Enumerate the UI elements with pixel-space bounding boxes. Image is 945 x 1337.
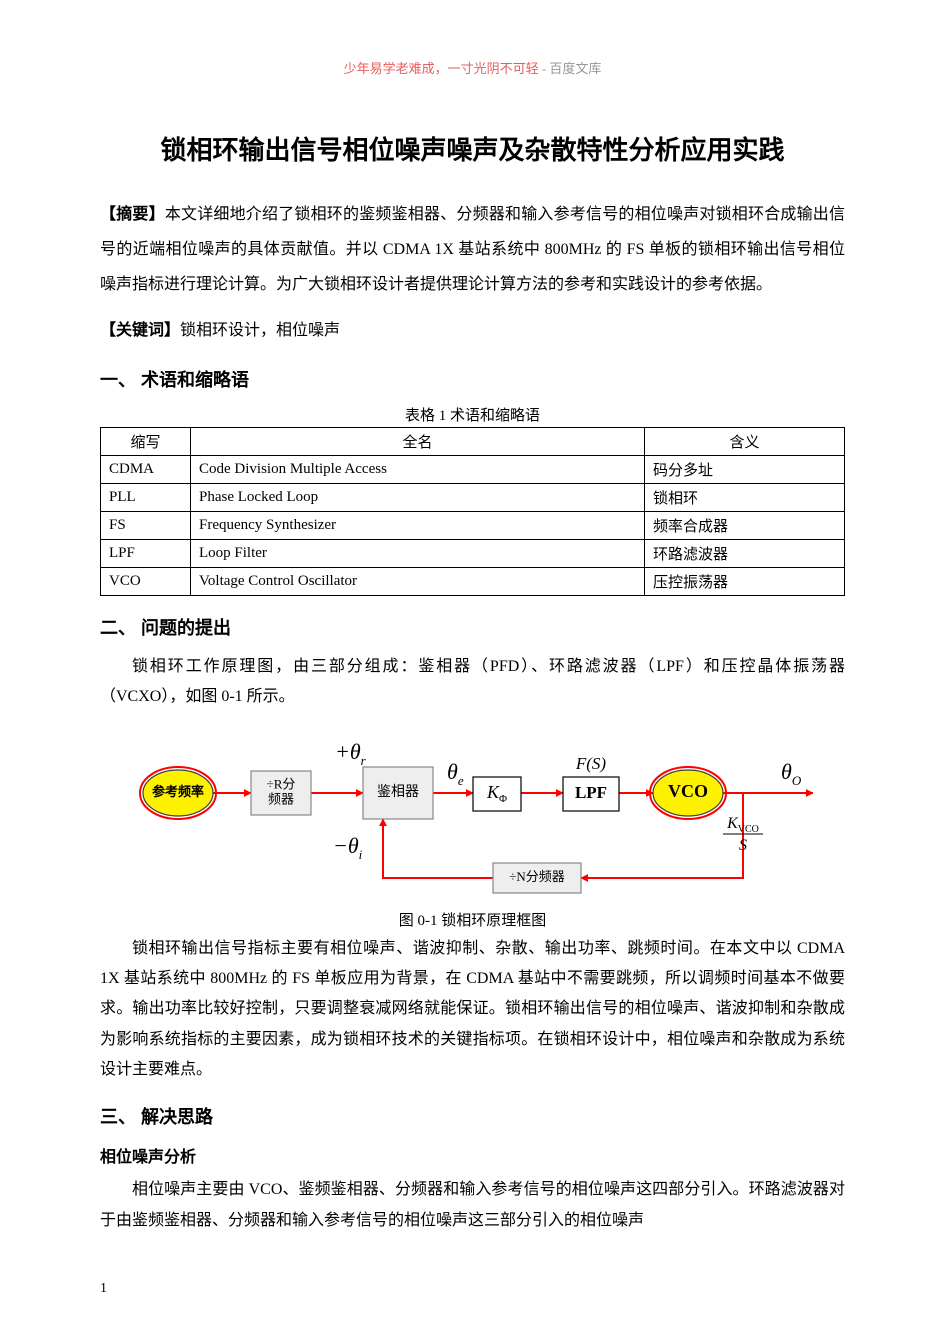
keywords-text: 锁相环设计，相位噪声: [180, 322, 340, 339]
terms-table: 缩写 全名 含义 CDMA Code Division Multiple Acc…: [100, 427, 845, 596]
abstract-text: 本文详细地介绍了锁相环的鉴频鉴相器、分频器和输入参考信号的相位噪声对锁相环合成输…: [100, 206, 845, 293]
section-3-heading: 三、 解决思路: [100, 1103, 845, 1129]
svg-text:参考频率: 参考频率: [151, 784, 203, 799]
keywords: 【关键词】锁相环设计，相位噪声: [100, 313, 845, 348]
header-sep: -: [539, 61, 550, 76]
header-grey: 百度文库: [549, 61, 601, 76]
s2-para-1: 锁相环工作原理图，由三部分组成：鉴相器（PFD）、环路滤波器（LPF）和压控晶体…: [100, 652, 845, 713]
page-number: 1: [100, 1281, 107, 1297]
col-mean: 含义: [645, 427, 845, 455]
s3-para-1: 相位噪声主要由 VCO、鉴频鉴相器、分频器和输入参考信号的相位噪声这四部分引入。…: [100, 1175, 845, 1236]
header-watermark: 少年易学老难成，一寸光阴不可轻 - 百度文库: [0, 58, 945, 77]
abstract-label: 【摘要】: [100, 206, 165, 223]
table-header-row: 缩写 全名 含义: [101, 427, 845, 455]
section-1-heading: 一、 术语和缩略语: [100, 366, 845, 392]
svg-text:VCO: VCO: [668, 781, 708, 801]
page-title: 锁相环输出信号相位噪声噪声及杂散特性分析应用实践: [100, 130, 845, 167]
svg-text:−θi: −θi: [333, 833, 363, 862]
svg-text:频器: 频器: [267, 791, 293, 806]
col-full: 全名: [191, 427, 645, 455]
pll-block-diagram: 参考频率÷R分频器鉴相器KΦLPFF(S)VCOKVCOS÷N分频器+θrθe−…: [100, 723, 845, 903]
svg-text:鉴相器: 鉴相器: [377, 784, 419, 800]
svg-text:F(S): F(S): [574, 754, 606, 773]
keywords-label: 【关键词】: [100, 322, 180, 339]
table-row: PLL Phase Locked Loop 锁相环: [101, 483, 845, 511]
s2-para-2: 锁相环输出信号指标主要有相位噪声、谐波抑制、杂散、输出功率、跳频时间。在本文中以…: [100, 934, 845, 1086]
svg-text:÷R分: ÷R分: [266, 776, 295, 791]
header-red: 少年易学老难成，一寸光阴不可轻: [344, 61, 539, 76]
svg-text:÷N分频器: ÷N分频器: [509, 869, 565, 884]
svg-text:θe: θe: [447, 759, 464, 788]
section-2-heading: 二、 问题的提出: [100, 614, 845, 640]
figure-0-1-caption: 图 0-1 锁相环原理框图: [100, 909, 845, 930]
svg-text:LPF: LPF: [574, 782, 606, 801]
table-row: CDMA Code Division Multiple Access 码分多址: [101, 455, 845, 483]
svg-text:+θr: +θr: [335, 739, 367, 768]
svg-text:θO: θO: [781, 759, 802, 788]
table-row: LPF Loop Filter 环路滤波器: [101, 539, 845, 567]
section-3-subheading: 相位噪声分析: [100, 1143, 845, 1167]
table-1-caption: 表格 1 术语和缩略语: [100, 404, 845, 425]
abstract: 【摘要】本文详细地介绍了锁相环的鉴频鉴相器、分频器和输入参考信号的相位噪声对锁相…: [100, 197, 845, 303]
svg-text:S: S: [739, 837, 747, 854]
col-abbr: 缩写: [101, 427, 191, 455]
table-row: VCO Voltage Control Oscillator 压控振荡器: [101, 567, 845, 595]
table-row: FS Frequency Synthesizer 频率合成器: [101, 511, 845, 539]
